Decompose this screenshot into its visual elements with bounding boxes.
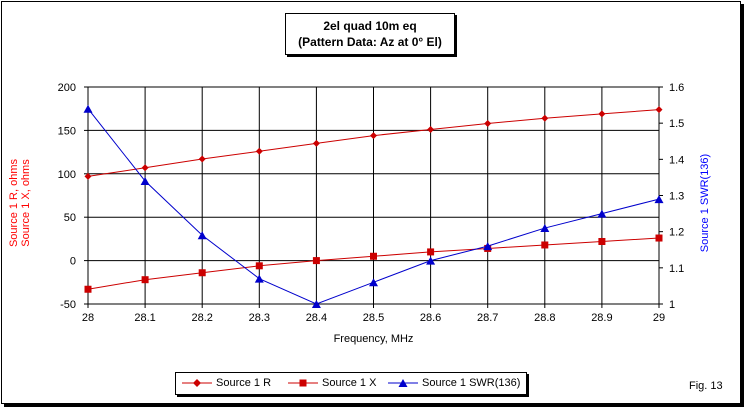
x-axis-label: Frequency, MHz [334, 333, 414, 345]
data-point [312, 139, 320, 147]
data-point [370, 132, 377, 140]
data-point [426, 256, 436, 265]
data-point [140, 177, 150, 186]
data-point [311, 300, 321, 308]
legend-marker-square-icon [288, 379, 318, 387]
x-tick-label: 28.7 [477, 312, 498, 324]
x-tick-label: 28.3 [249, 312, 270, 324]
data-point [597, 209, 607, 218]
data-point [197, 231, 207, 240]
data-point [427, 126, 435, 134]
legend-label-swr: Source 1 SWR(136) [422, 377, 521, 389]
y-left-tick-label: 0 [70, 256, 76, 268]
data-point [254, 274, 264, 283]
x-tick-label: 28 [82, 312, 94, 324]
data-point [83, 104, 93, 113]
x-tick-label: 28.4 [306, 312, 327, 324]
x-tick-label: 28.6 [420, 312, 441, 324]
data-point [427, 248, 435, 256]
y-right-tick-label: 1.3 [669, 191, 684, 203]
legend-label-r: Source 1 R [216, 377, 272, 389]
data-point [141, 276, 149, 284]
grid-layer [87, 86, 660, 305]
legend: Source 1 R Source 1 X Source 1 SWR(136) [175, 372, 527, 395]
x-tick-label: 28.5 [363, 312, 384, 324]
data-point [84, 285, 92, 293]
x-tick-label: 28.9 [591, 312, 612, 324]
y-right-tick-label: 1.6 [669, 82, 684, 94]
y-right-tick-label: 1 [669, 299, 675, 311]
y-left-tick-label: 200 [58, 82, 76, 94]
data-point [369, 278, 378, 287]
y-right-tick-label: 1.1 [669, 263, 684, 275]
y-left-tick-label: 50 [64, 212, 76, 224]
data-point [312, 257, 320, 265]
legend-label-x: Source 1 X [322, 377, 377, 389]
legend-marker-triangle-icon [388, 379, 418, 387]
tick-label-layer: 28 28.1 28.2 28.3 28.4 28.5 28.6 28.7 28.8 28.9 29… [58, 82, 685, 324]
chart-subtitle: (Pattern Data: Az at 0° El) [298, 35, 442, 49]
legend-item-swr: Source 1 SWR(136) [388, 373, 524, 394]
y-left-tick-label: 150 [58, 125, 76, 137]
y-left-tick-label: -50 [60, 299, 76, 311]
data-point [84, 172, 92, 180]
figure-label: Fig. 13 [689, 380, 723, 392]
y-right-tick-label: 1.4 [669, 154, 684, 166]
series-layer [83, 104, 664, 308]
legend-item-x: Source 1 X [288, 373, 398, 394]
y-right-tick-label: 1.2 [669, 227, 684, 239]
data-point [198, 155, 206, 163]
x-tick-label: 28.2 [191, 312, 212, 324]
data-point [654, 195, 664, 204]
data-point [655, 106, 663, 114]
legend-item-r: Source 1 R [182, 373, 292, 394]
data-point [655, 234, 663, 242]
data-point [141, 164, 149, 172]
chart-title-box: 2el quad 10m eq (Pattern Data: Az at 0° … [285, 13, 455, 55]
x-tick-label: 28.8 [534, 312, 555, 324]
x-tick-label: 28.1 [134, 312, 155, 324]
data-point [370, 252, 377, 260]
data-point [541, 114, 549, 122]
data-point [198, 269, 206, 277]
data-point [483, 242, 493, 251]
data-point [598, 110, 606, 118]
x-tick-label: 29 [653, 312, 665, 324]
data-point [540, 224, 550, 233]
data-point [255, 147, 263, 155]
series-0 [84, 106, 663, 180]
legend-marker-diamond-icon [182, 379, 212, 387]
data-point [255, 262, 263, 270]
series-2 [83, 104, 664, 308]
data-point [541, 241, 549, 249]
series-1 [84, 234, 663, 293]
data-point [598, 238, 606, 246]
data-point [484, 119, 492, 127]
y-right-tick-label: 1.5 [669, 118, 684, 130]
chart-title: 2el quad 10m eq [323, 19, 417, 33]
y-left-tick-label: 100 [58, 169, 76, 181]
